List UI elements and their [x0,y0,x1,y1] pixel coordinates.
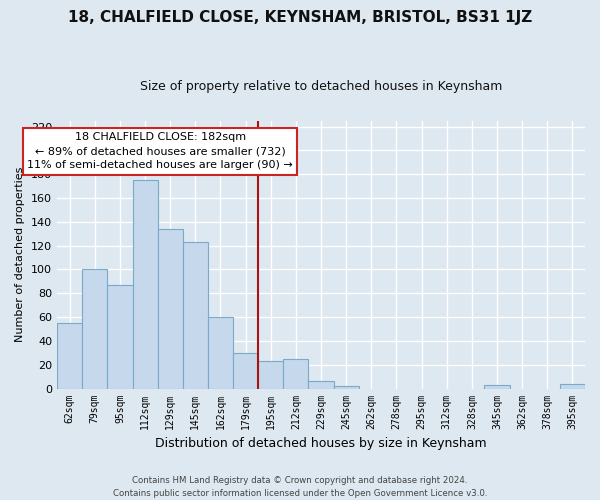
Bar [308,382,334,388]
Bar [158,229,183,388]
Text: 18 CHALFIELD CLOSE: 182sqm
← 89% of detached houses are smaller (732)
11% of sem: 18 CHALFIELD CLOSE: 182sqm ← 89% of deta… [27,132,293,170]
Bar [283,359,308,388]
Bar [57,323,82,388]
Bar [484,385,509,388]
X-axis label: Distribution of detached houses by size in Keynsham: Distribution of detached houses by size … [155,437,487,450]
Title: Size of property relative to detached houses in Keynsham: Size of property relative to detached ho… [140,80,502,93]
Bar [258,361,283,388]
Bar [334,386,359,388]
Bar [82,270,107,388]
Text: Contains HM Land Registry data © Crown copyright and database right 2024.
Contai: Contains HM Land Registry data © Crown c… [113,476,487,498]
Bar [560,384,585,388]
Bar [133,180,158,388]
Bar [233,353,258,388]
Bar [183,242,208,388]
Text: 18, CHALFIELD CLOSE, KEYNSHAM, BRISTOL, BS31 1JZ: 18, CHALFIELD CLOSE, KEYNSHAM, BRISTOL, … [68,10,532,25]
Bar [208,317,233,388]
Bar [107,285,133,389]
Y-axis label: Number of detached properties: Number of detached properties [16,167,25,342]
